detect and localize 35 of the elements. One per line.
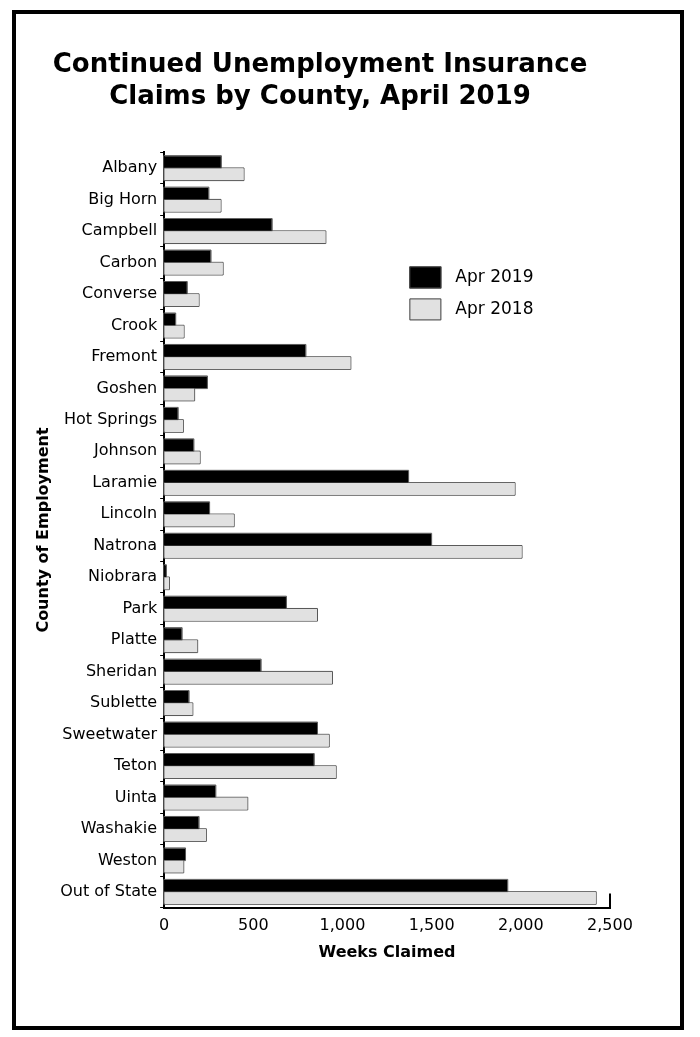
y-axis-title: County of Employment — [32, 427, 52, 633]
y-tick-label: Big Horn — [88, 188, 158, 208]
y-tick-label: Uinta — [114, 786, 158, 806]
y-tick-label: Converse — [81, 283, 158, 303]
x-axis-title: Weeks Claimed — [318, 941, 456, 961]
legend-label: Apr 2019 — [455, 265, 534, 286]
y-tick-label: Laramie — [92, 471, 158, 491]
y-tick-label: Hot Springs — [64, 409, 158, 429]
y-tick-label: Park — [122, 597, 158, 617]
y-tick-label: Sublette — [90, 692, 158, 712]
y-tick-label: Natrona — [93, 534, 158, 554]
y-tick-label: Washakie — [80, 818, 158, 838]
y-tick-label: Campbell — [81, 220, 158, 240]
y-tick-label: Fremont — [91, 346, 158, 366]
y-tick-label: Teton — [113, 755, 158, 775]
y-tick-label: Sheridan — [85, 660, 158, 680]
x-tick-label: 1,500 — [408, 915, 455, 935]
y-tick-label: Weston — [97, 849, 158, 869]
x-tick-label: 2,000 — [497, 915, 544, 935]
x-tick-label: 2,500 — [587, 915, 633, 935]
y-tick-label: Lincoln — [100, 503, 158, 523]
y-tick-label: Crook — [110, 314, 158, 334]
chart-title: Continued Unemployment Insurance Claims by County, April 2019 — [52, 48, 588, 110]
y-tick-label: Out of State — [60, 881, 158, 901]
x-tick-label: 500 — [238, 915, 269, 935]
y-tick-label: Albany — [102, 157, 158, 177]
y-tick-label: Sweetwater — [62, 723, 158, 743]
y-tick-label: Niobrara — [88, 566, 158, 586]
y-tick-label: Johnson — [93, 440, 158, 460]
y-tick-label: Carbon — [99, 251, 158, 271]
legend-label: Apr 2018 — [455, 297, 534, 318]
x-tick-label: 1,000 — [319, 915, 366, 935]
x-tick-label: 0 — [159, 915, 170, 935]
y-tick-label: Goshen — [96, 377, 158, 397]
y-tick-label: Platte — [110, 629, 158, 649]
